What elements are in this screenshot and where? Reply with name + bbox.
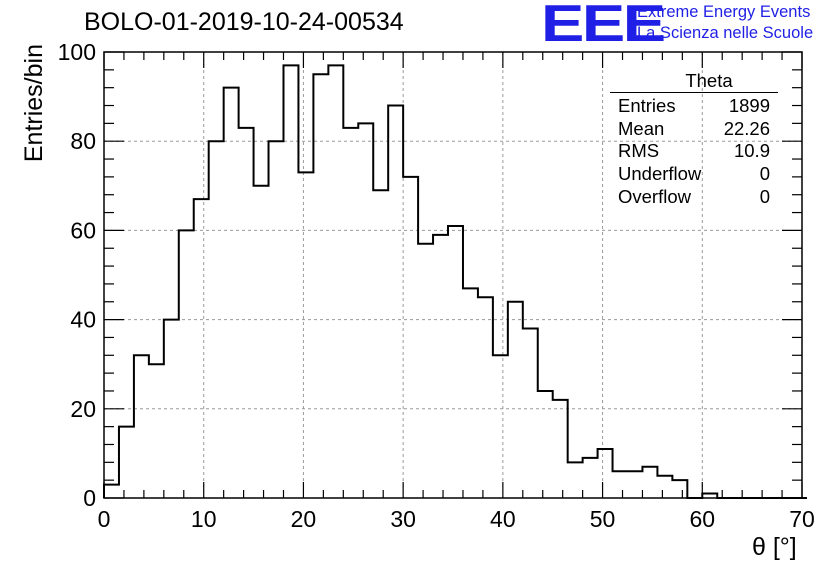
x-tick-label: 50: [590, 506, 616, 532]
histogram-bin: [343, 128, 358, 498]
histogram-bin: [224, 88, 239, 498]
y-tick-label: 80: [70, 128, 96, 154]
histogram-bin: [179, 230, 194, 498]
stats-value: 1899: [728, 95, 770, 116]
histogram-bin: [598, 449, 613, 498]
chart-title: BOLO-01-2019-10-24-00534: [84, 8, 404, 36]
histogram-bin: [672, 480, 687, 498]
histogram-bin: [493, 355, 508, 498]
histogram-bin: [254, 186, 269, 498]
y-tick-label: 20: [70, 396, 96, 422]
histogram-bin: [298, 172, 313, 498]
histogram-bin: [642, 467, 657, 498]
stats-separator: [610, 92, 778, 93]
stats-row-overflow: Overflow 0: [610, 186, 778, 209]
logo-line-1: Extreme Energy Events: [637, 3, 811, 21]
histogram-bin: [119, 427, 134, 498]
histogram-bin: [104, 485, 119, 498]
plot-frame: [103, 51, 803, 499]
x-tick-label: 20: [291, 506, 317, 532]
tick-labels: 0 10 20 30 40 50 60 70 0 20 40 60 80 100: [58, 39, 815, 532]
axis-ticks: [103, 51, 803, 499]
stats-value: 0: [759, 163, 770, 185]
histogram-bin: [283, 65, 298, 498]
x-tick-label: 0: [98, 506, 111, 532]
histogram-bin: [523, 329, 538, 498]
stats-label: Entries: [618, 95, 676, 116]
y-axis-label: Entries/bin: [20, 44, 48, 163]
histogram-bin: [194, 199, 209, 498]
stats-title: Theta: [685, 70, 733, 91]
histogram-bin: [568, 462, 583, 498]
y-tick-label: 100: [58, 39, 96, 65]
histogram-bin: [313, 74, 328, 498]
stats-value: 0: [759, 185, 770, 207]
eee-logo: EEE: [541, 0, 666, 53]
histogram-bin: [553, 400, 568, 498]
x-tick-label: 70: [789, 506, 815, 532]
histogram-bin: [508, 302, 523, 498]
y-tick-label: 60: [70, 217, 96, 243]
x-tick-label: 60: [689, 506, 715, 532]
histogram-bin: [239, 128, 254, 498]
stats-label: Overflow: [618, 185, 691, 207]
histogram-bin: [628, 471, 643, 498]
stats-row-underflow: Underflow 0: [610, 163, 778, 186]
histogram-bin: [164, 320, 179, 498]
stats-label: RMS: [618, 140, 660, 162]
histogram-bin: [134, 355, 149, 498]
histogram-bin: [209, 141, 224, 498]
histogram-bin: [403, 177, 418, 498]
histogram-bin: [328, 65, 343, 498]
histogram-bin: [463, 288, 478, 498]
x-tick-label: 10: [191, 506, 217, 532]
y-tick-label: 0: [83, 485, 96, 511]
stats-row-rms: RMS 10.9: [610, 140, 778, 163]
x-tick-label: 30: [390, 506, 416, 532]
histogram-bin: [358, 123, 373, 498]
stats-value: 22.26: [723, 117, 770, 139]
histogram-bin: [388, 106, 403, 498]
logo-line-2: La Scienza nelle Scuole: [637, 24, 814, 42]
stats-box: Theta Entries 1899 Mean 22.26 RMS 10.9 U…: [610, 70, 778, 209]
histogram-outline: [103, 64, 807, 499]
stats-label: Underflow: [618, 163, 702, 185]
x-axis-label: θ [°]: [752, 533, 797, 561]
stats-label: Mean: [618, 117, 665, 139]
histogram-bin: [657, 476, 672, 498]
histogram-bin: [418, 244, 433, 498]
histogram-bin: [478, 297, 493, 498]
stats-value: 10.9: [733, 140, 770, 162]
histogram-bin: [149, 364, 164, 498]
histogram-bin: [448, 226, 463, 498]
stats-row-mean: Mean 22.26: [610, 118, 778, 141]
histogram-bin: [583, 458, 598, 498]
histogram-bin: [613, 471, 628, 498]
histogram-bin: [269, 141, 284, 498]
x-tick-label: 40: [490, 506, 516, 532]
histogram-bin: [433, 235, 448, 498]
histogram-bin: [373, 190, 388, 498]
y-tick-label: 40: [70, 307, 96, 333]
stats-row-entries: Entries 1899: [610, 95, 778, 118]
histogram-bin: [538, 391, 553, 498]
